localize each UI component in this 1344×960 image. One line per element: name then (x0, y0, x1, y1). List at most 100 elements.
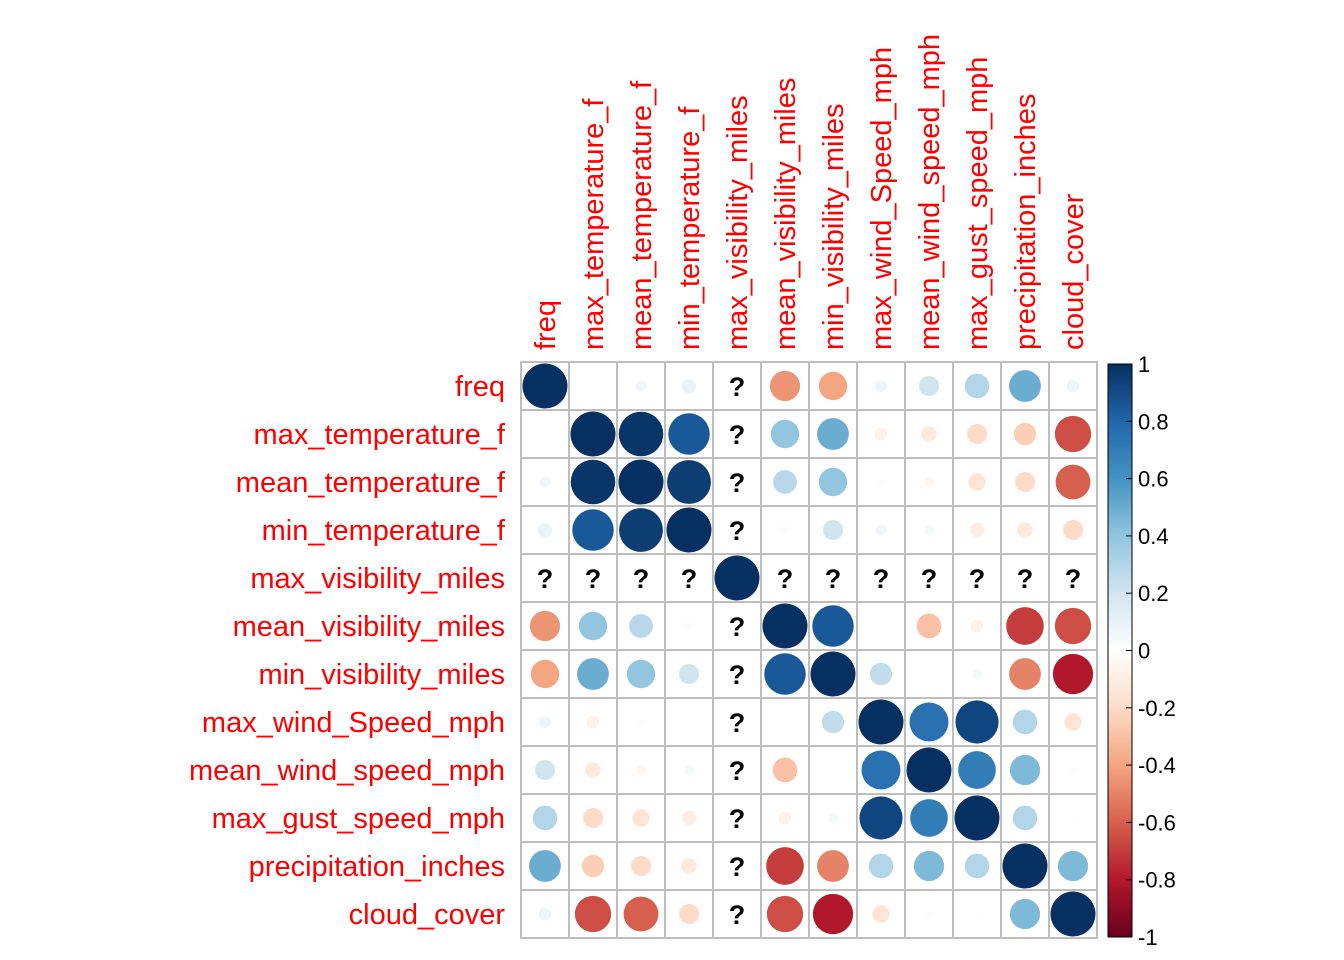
correlation-circle (1009, 658, 1041, 690)
correlation-circle (632, 809, 650, 827)
column-label: max_visibility_miles (722, 95, 754, 350)
correlation-circle (1012, 805, 1038, 831)
correlation-circle (910, 799, 948, 837)
correlation-circle (1009, 898, 1041, 930)
matrix-grid (520, 361, 1098, 939)
column-label: mean_visibility_miles (770, 78, 802, 350)
correlation-circle (923, 524, 935, 536)
correlation-circle (538, 907, 552, 921)
correlation-circle (626, 659, 656, 689)
legend-tick-label: 1 (1138, 352, 1150, 377)
missing-value-mark: ? (825, 564, 842, 594)
missing-value-mark: ? (537, 564, 554, 594)
missing-value-mark: ? (681, 564, 698, 594)
correlation-circle (964, 853, 990, 879)
correlation-circle (766, 847, 804, 885)
correlation-circle (1014, 471, 1036, 493)
correlation-circle (762, 603, 808, 649)
missing-value-mark: ? (873, 564, 890, 594)
correlation-circle (530, 659, 560, 689)
row-label: max_wind_Speed_mph (202, 707, 505, 739)
correlation-circle (1009, 754, 1041, 786)
correlation-circle (714, 555, 760, 601)
correlation-circle (542, 431, 548, 437)
correlation-circle (1013, 422, 1037, 446)
correlation-circle (529, 610, 561, 642)
correlation-circle (781, 526, 789, 534)
correlation-circle (868, 853, 894, 879)
correlation-circle (861, 750, 901, 790)
column-label: precipitation_inches (1010, 94, 1042, 350)
correlation-circle (586, 715, 600, 729)
row-label: freq (455, 371, 505, 403)
correlation-circle (818, 371, 848, 401)
row-label: mean_temperature_f (236, 467, 506, 499)
correlation-circle (812, 605, 854, 647)
correlation-circle (909, 702, 949, 742)
correlation-circle (874, 427, 888, 441)
correlation-circle (678, 903, 700, 925)
correlation-circle (966, 423, 988, 445)
correlation-circle (1054, 415, 1092, 453)
correlation-circle (958, 751, 996, 789)
correlation-circle (821, 710, 845, 734)
missing-value-mark: ? (729, 516, 746, 546)
correlation-circle (1006, 607, 1044, 645)
correlation-circle (582, 807, 604, 829)
correlation-circle (812, 893, 854, 935)
correlation-circle (534, 759, 556, 781)
legend-tick-label: -1 (1138, 925, 1158, 950)
correlation-circle (618, 411, 664, 457)
correlation-circle (630, 855, 652, 877)
correlation-circle (769, 370, 801, 402)
missing-value-mark: ? (585, 564, 602, 594)
column-label: max_temperature_f (578, 98, 610, 350)
missing-value-mark: ? (729, 900, 746, 930)
row-label: max_temperature_f (254, 419, 506, 451)
missing-value-mark: ? (729, 372, 746, 402)
missing-value-mark: ? (729, 468, 746, 498)
correlation-circle (570, 459, 616, 505)
legend-tick-label: -0.4 (1138, 753, 1176, 778)
column-labels: freq max_temperature_f mean_temperature_f m… (530, 34, 1090, 350)
column-label: max_wind_Speed_mph (866, 47, 898, 350)
correlation-circle (1055, 464, 1091, 500)
correlation-circle (668, 413, 710, 455)
correlation-circle (964, 373, 990, 399)
missing-value-mark: ? (1017, 564, 1034, 594)
correlation-circle (1070, 815, 1076, 821)
color-legend: 1 0.8 0.6 0.4 0.2 0 -0.2 -0.4 -0.6 -0.8 -1 (1107, 352, 1176, 950)
missing-value-mark: ? (729, 756, 746, 786)
correlation-circle (683, 764, 695, 776)
correlation-circle (764, 653, 806, 695)
correlation-circle (578, 611, 608, 641)
correlation-circle (590, 383, 596, 389)
row-label: min_visibility_miles (258, 659, 505, 691)
correlation-circle (539, 716, 551, 728)
missing-value-mark: ? (729, 708, 746, 738)
correlation-circle (619, 508, 663, 552)
legend-tick-label: 0.4 (1138, 524, 1169, 549)
correlation-circle (778, 811, 792, 825)
correlation-circle (954, 795, 1000, 841)
correlation-circle (810, 651, 856, 697)
row-label: mean_visibility_miles (233, 611, 505, 643)
correlation-circle (574, 895, 612, 933)
correlation-circle (968, 473, 986, 491)
correlation-circle (681, 858, 697, 874)
correlation-circle (666, 507, 712, 553)
correlation-circle (822, 519, 844, 541)
correlation-circle (875, 380, 887, 392)
correlation-circle (817, 418, 849, 450)
row-label: mean_wind_speed_mph (189, 755, 505, 787)
correlation-circle (623, 896, 659, 932)
row-label: min_temperature_f (262, 515, 506, 547)
correlation-circle (818, 467, 848, 497)
correlation-circle (906, 747, 952, 793)
correlation-circle (925, 910, 933, 918)
correlation-circle (923, 476, 935, 488)
correlation-circle (522, 363, 568, 409)
correlation-circle (685, 622, 693, 630)
correlation-circle (635, 764, 647, 776)
legend-tick-label: -0.8 (1138, 868, 1176, 893)
